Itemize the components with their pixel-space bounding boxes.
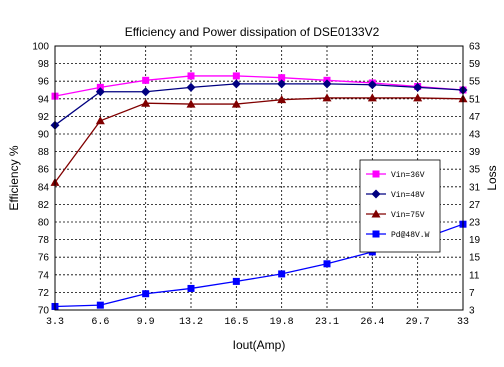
data-point — [142, 76, 150, 84]
y-right-tick-label: 43 — [469, 130, 481, 141]
y-left-tick-label: 96 — [38, 77, 50, 88]
y-right-tick-label: 51 — [469, 94, 481, 105]
data-point — [367, 93, 377, 102]
y-left-tick-label: 90 — [38, 130, 50, 141]
y-right-tick-label: 31 — [469, 182, 481, 193]
y-axis-left-label: Efficiency % — [7, 145, 21, 210]
legend-label: Vin=75V — [391, 211, 425, 220]
series-line — [54, 75, 464, 97]
y-left-tick-label: 94 — [38, 94, 50, 105]
data-point — [231, 79, 241, 89]
legend-entry: Vin=75V — [366, 209, 425, 220]
x-tick-label: 26.4 — [360, 317, 384, 328]
series-line — [54, 83, 464, 126]
data-point — [277, 79, 287, 89]
legend-swatch-marker — [372, 230, 380, 238]
tick-labels: 70 72 74 76 78 80 82 84 86 88 90 92 94 96 98 100 3 7 11 15 1… — [32, 42, 480, 329]
data-point — [278, 74, 286, 82]
data-point — [187, 72, 195, 80]
legend-entry: Pd@48V.W — [366, 230, 430, 240]
x-tick-label: 29.7 — [406, 317, 430, 328]
y-left-tick-label: 100 — [32, 42, 49, 53]
data-point — [278, 270, 286, 278]
data-point — [232, 277, 240, 285]
y-left-tick-label: 78 — [38, 235, 50, 246]
data-point — [277, 95, 287, 104]
data-point — [322, 93, 332, 102]
y-left-tick-label: 86 — [38, 165, 50, 176]
y-left-tick-label: 98 — [38, 59, 50, 70]
y-left-tick-label: 88 — [38, 147, 50, 158]
y-right-tick-label: 19 — [469, 235, 481, 246]
data-point — [142, 290, 150, 298]
data-point — [96, 301, 104, 309]
y-left-tick-label: 82 — [38, 200, 50, 211]
legend-swatch-marker — [371, 209, 381, 218]
data-point — [323, 260, 331, 268]
plot-frame — [54, 45, 464, 311]
data-point — [141, 98, 151, 107]
y-left-tick-label: 80 — [38, 218, 50, 229]
x-tick-label: 23.1 — [315, 317, 339, 328]
y-left-tick-label: 70 — [38, 306, 50, 317]
legend-label: Vin=36V — [391, 171, 425, 180]
data-point — [95, 116, 105, 125]
data-point — [186, 82, 196, 92]
data-point — [413, 93, 423, 102]
legend-entry: Vin=48V — [366, 189, 425, 200]
series-3 — [50, 93, 468, 186]
y-right-tick-label: 55 — [469, 77, 481, 88]
legend-entry: Vin=36V — [366, 170, 425, 180]
x-tick-label: 33 — [457, 317, 469, 328]
legend-swatch-marker — [372, 170, 380, 178]
y-axis-right-label: Loss — [485, 165, 499, 190]
y-right-tick-label: 63 — [469, 42, 481, 53]
series-line — [54, 97, 464, 183]
data-point — [141, 87, 151, 97]
data-point — [322, 79, 332, 89]
y-left-tick-label: 84 — [38, 182, 50, 193]
y-right-tick-label: 11 — [469, 270, 480, 281]
x-axis-label: Iout(Amp) — [233, 338, 286, 352]
legend-label: Pd@48V.W — [391, 231, 430, 240]
data-point — [231, 99, 241, 108]
y-left-tick-label: 72 — [38, 288, 50, 299]
series-2 — [50, 79, 468, 130]
y-left-tick-label: 92 — [38, 112, 50, 123]
data-point — [95, 87, 105, 97]
data-point — [187, 284, 195, 292]
data-point — [232, 72, 240, 80]
y-right-tick-label: 23 — [469, 218, 481, 229]
data-point — [186, 99, 196, 108]
y-right-tick-label: 35 — [469, 165, 481, 176]
data-point — [367, 80, 377, 90]
data-point — [413, 82, 423, 92]
legend-label: Vin=48V — [391, 191, 425, 200]
y-right-tick-label: 15 — [469, 253, 481, 264]
chart-title: Efficiency and Power dissipation of DSE0… — [125, 25, 380, 39]
legend-swatch-marker — [371, 189, 381, 199]
x-tick-label: 3.3 — [46, 317, 64, 328]
y-right-tick-label: 47 — [469, 112, 481, 123]
y-right-tick-label: 27 — [469, 200, 481, 211]
y-right-tick-label: 3 — [469, 306, 475, 317]
y-right-tick-label: 59 — [469, 59, 481, 70]
y-left-tick-label: 76 — [38, 253, 50, 264]
x-tick-label: 6.6 — [91, 317, 109, 328]
y-right-tick-label: 39 — [469, 147, 481, 158]
y-right-tick-label: 7 — [469, 288, 475, 299]
x-tick-label: 19.8 — [270, 317, 294, 328]
legend: Vin=36V Vin=48V Vin=75V Pd@48V.W — [359, 159, 441, 253]
x-tick-label: 16.5 — [224, 317, 248, 328]
x-tick-label: 9.9 — [137, 317, 155, 328]
x-tick-label: 13.2 — [179, 317, 203, 328]
y-left-tick-label: 74 — [38, 270, 50, 281]
